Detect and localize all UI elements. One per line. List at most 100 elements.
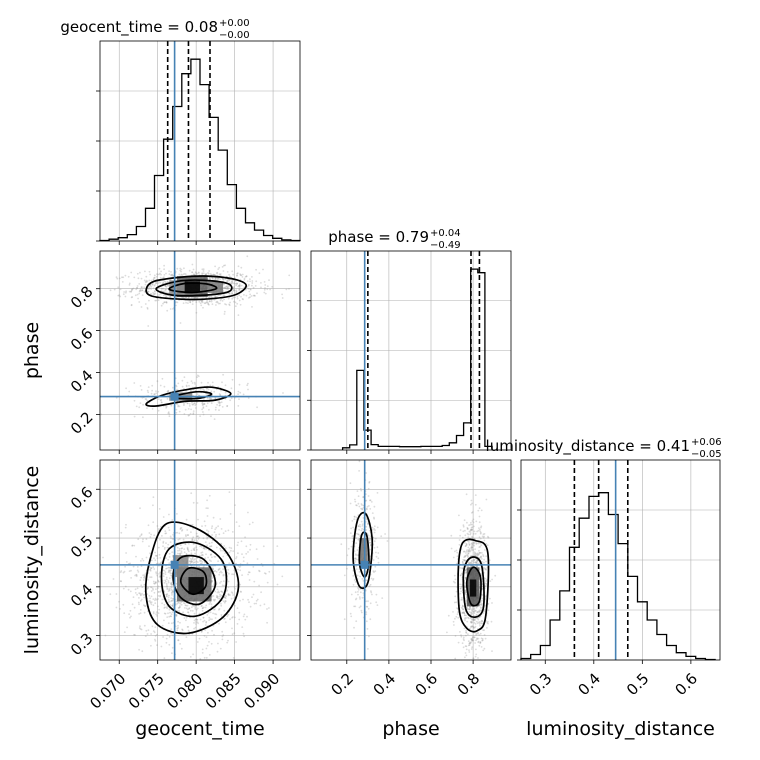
- panel-phase_vs_geocent_time-sample: [210, 296, 213, 299]
- panel-luminosity_distance_vs_geocent_time-sample: [167, 581, 170, 584]
- panel-luminosity_distance_vs_geocent_time-sample: [266, 621, 268, 624]
- panel-luminosity_distance_vs_geocent_time-sample: [219, 571, 221, 574]
- panel-luminosity_distance_vs_phase-sample: [373, 505, 376, 508]
- panel-phase_vs_geocent_time-sample: [232, 296, 235, 299]
- panel-phase_vs_geocent_time-contour-3: [145, 386, 232, 407]
- panel-phase_vs_geocent_time-sample: [215, 277, 217, 280]
- panel-phase_vs_geocent_time-sample: [202, 407, 205, 409]
- panel-phase_vs_geocent_time-sample: [152, 291, 155, 294]
- panel-luminosity_distance_vs_phase-sample: [473, 612, 476, 614]
- panel-luminosity_distance_vs_geocent_time-sample: [164, 571, 167, 573]
- panel-luminosity_distance_vs_phase-sample: [468, 542, 470, 544]
- panel-luminosity_distance_vs_geocent_time-sample: [147, 587, 149, 589]
- panel-luminosity_distance_vs_phase-sample: [455, 615, 458, 618]
- panel-luminosity_distance_vs_geocent_time-sample: [201, 553, 204, 556]
- panel-luminosity_distance_vs_geocent_time-sample: [140, 584, 143, 587]
- panel-luminosity_distance_vs_phase-sample: [453, 624, 455, 626]
- panel-luminosity_distance_vs_phase-sample: [472, 619, 475, 622]
- panel-luminosity_distance_vs_phase-sample: [468, 608, 471, 611]
- panel-luminosity_distance_vs_phase-sample: [471, 609, 473, 611]
- panel-phase_vs_geocent_time-sample: [205, 405, 208, 407]
- panel-phase_vs_geocent_time-sample: [248, 290, 251, 293]
- panel-luminosity_distance_vs_phase-sample: [354, 553, 357, 555]
- panel-luminosity_distance_vs_phase-sample: [354, 500, 357, 503]
- panel-luminosity_distance_vs_phase-sample: [469, 642, 472, 645]
- panel-phase_vs_geocent_time-sample: [200, 381, 203, 384]
- panel-phase_vs_geocent_time-sample: [170, 274, 173, 277]
- panel-luminosity_distance_vs_phase-sample: [473, 607, 476, 610]
- panel-phase_vs_geocent_time-sample: [269, 288, 271, 291]
- panel-luminosity_distance_vs_geocent_time-sample: [218, 573, 221, 576]
- panel-phase_vs_geocent_time-sample: [240, 295, 242, 298]
- panel-luminosity_distance_vs_phase-sample: [470, 621, 473, 623]
- panel-phase_vs_geocent_time-sample: [153, 284, 156, 287]
- panel-luminosity_distance_vs_phase-sample: [465, 629, 467, 632]
- panel-luminosity_distance_vs_geocent_time-sample: [157, 612, 160, 614]
- panel-luminosity_distance_vs_geocent_time-sample: [178, 549, 181, 552]
- panel-luminosity_distance_vs_phase-sample: [356, 532, 358, 535]
- panel-phase_vs_geocent_time-sample: [180, 270, 183, 273]
- panel-luminosity_distance_vs_phase-sample: [464, 614, 466, 617]
- panel-phase_vs_geocent_time-sample: [123, 291, 125, 293]
- panel-phase_vs_geocent_time-sample: [222, 278, 225, 281]
- panel-luminosity_distance_vs_geocent_time-sample: [184, 604, 187, 607]
- panel-luminosity_distance_vs_phase-sample: [467, 536, 470, 539]
- panel-luminosity_distance_vs_phase-sample: [464, 545, 467, 547]
- panel-phase_vs_geocent_time-sample: [222, 270, 225, 272]
- panel-luminosity_distance_vs_geocent_time-sample: [135, 575, 138, 578]
- panel-luminosity_distance_vs_geocent_time-sample: [102, 556, 104, 559]
- panel-phase_vs_geocent_time-sample: [238, 285, 240, 287]
- panel-luminosity_distance_vs_geocent_time-sample: [201, 605, 203, 607]
- panel-phase_vs_geocent_time-sample: [248, 297, 250, 299]
- panel-phase_vs_geocent_time-sample: [238, 283, 241, 286]
- panel-luminosity_distance_vs_geocent_time-sample: [266, 608, 268, 610]
- panel-luminosity_distance_vs_geocent_time-sample: [140, 576, 143, 579]
- panel-luminosity_distance_vs_phase-sample: [365, 472, 367, 474]
- panel-luminosity_distance_vs_phase-sample: [482, 555, 485, 557]
- panel-luminosity_distance_vs_phase-sample: [464, 529, 466, 532]
- panel-luminosity_distance_vs_geocent_time-sample: [119, 580, 122, 582]
- panel-phase_vs_geocent_time-sample: [239, 273, 242, 276]
- panel-luminosity_distance_vs_phase-sample: [478, 527, 480, 529]
- panel-phase_vs_geocent_time-sample: [201, 402, 204, 405]
- panel-luminosity_distance_vs_phase-sample: [462, 638, 465, 640]
- panel-luminosity_distance_vs_phase-sample: [473, 608, 475, 611]
- panel-phase_vs_geocent_time-sample: [189, 389, 192, 392]
- panel-phase_vs_geocent_time-sample: [225, 287, 228, 290]
- panel-luminosity_distance_vs_geocent_time-sample: [195, 560, 198, 563]
- panel-phase_vs_geocent_time-sample: [150, 293, 153, 296]
- panel-luminosity_distance_vs_phase-sample: [353, 515, 356, 518]
- panel-luminosity_distance_vs_phase-sample: [367, 600, 369, 603]
- panel-luminosity_distance_vs_geocent_time-sample: [163, 606, 166, 609]
- panel-luminosity_distance_vs_geocent_time-sample: [242, 556, 245, 559]
- panel-phase_vs_geocent_time-sample: [170, 404, 173, 407]
- panel-luminosity_distance_vs_geocent_time-sample: [216, 596, 218, 598]
- panel-phase_vs_geocent_time-sample: [211, 276, 214, 279]
- panel-luminosity_distance_vs_phase-sample: [369, 499, 372, 502]
- panel-luminosity_distance_vs_phase-sample: [472, 541, 475, 544]
- panel-luminosity_distance_vs_geocent_time-sample: [168, 562, 171, 565]
- panel-luminosity_distance_vs_phase-sample: [470, 617, 472, 620]
- panel-phase_vs_geocent_time-sample: [140, 277, 143, 280]
- panel-luminosity_distance_vs_geocent_time-sample: [231, 531, 234, 533]
- panel-luminosity_distance_vs_phase-sample: [471, 625, 474, 627]
- panel-phase_vs_geocent_time-frame: [99, 250, 301, 451]
- panel-phase_vs_geocent_time-sample: [214, 265, 217, 268]
- hist-phase-title-sup: +0.04: [430, 228, 461, 239]
- panel-luminosity_distance_vs_phase-sample: [473, 626, 476, 629]
- panel-phase_vs_geocent_time-sample: [228, 304, 231, 307]
- panel-luminosity_distance_vs_phase-sample: [465, 550, 468, 553]
- panel-luminosity_distance_vs_geocent_time-sample: [167, 590, 170, 592]
- panel-phase_vs_geocent_time-sample: [149, 287, 151, 290]
- panel-phase_vs_geocent_time-sample: [223, 298, 226, 301]
- panel-phase_vs_geocent_time-sample: [237, 265, 240, 268]
- panel-luminosity_distance_vs_geocent_time-sample: [132, 596, 135, 599]
- panel-luminosity_distance_vs_geocent_time-sample: [190, 552, 193, 555]
- panel-luminosity_distance_vs_geocent_time-sample: [191, 557, 194, 560]
- panel-luminosity_distance_vs_phase-sample: [460, 599, 463, 601]
- panel-luminosity_distance_vs_geocent_time-sample: [167, 596, 170, 599]
- panel-luminosity_distance_vs_phase-sample: [474, 609, 476, 612]
- panel-phase_vs_geocent_time-sample: [217, 277, 220, 280]
- panel-phase_vs_geocent_time-sample: [236, 297, 239, 300]
- panel-luminosity_distance_vs_phase-sample: [477, 552, 479, 555]
